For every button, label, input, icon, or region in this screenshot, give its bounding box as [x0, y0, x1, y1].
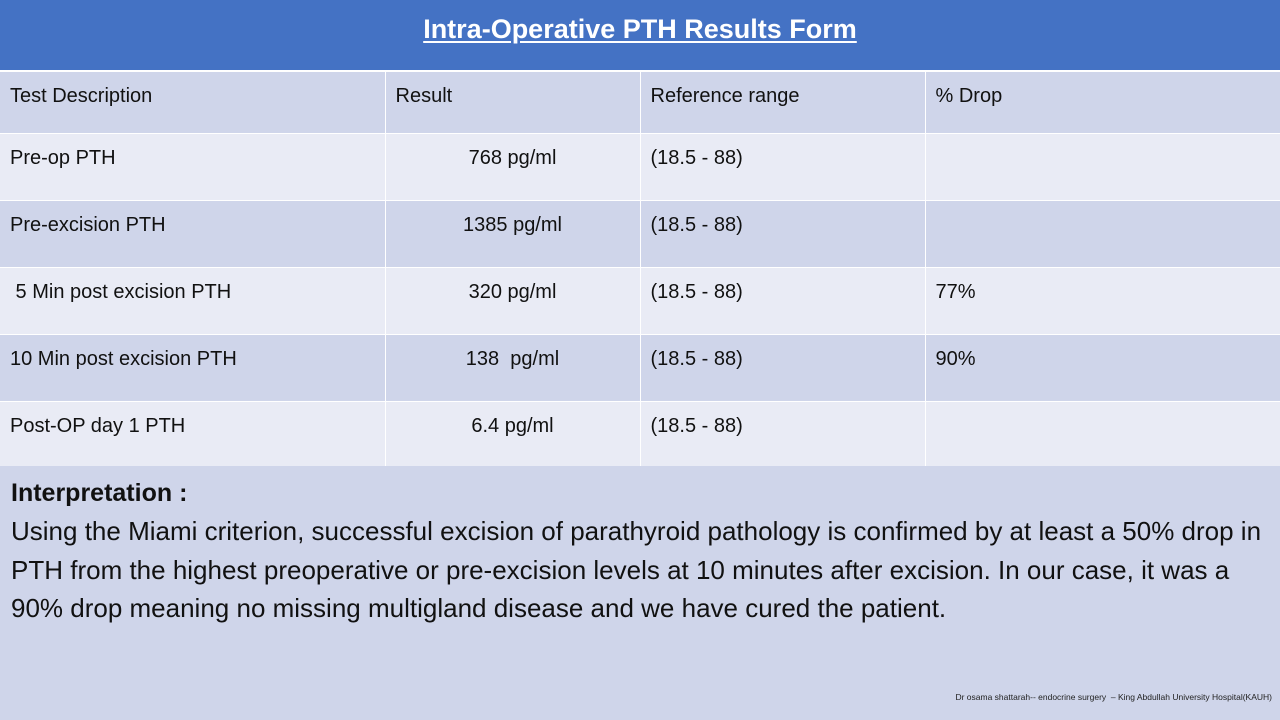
header-result: Result	[385, 72, 641, 134]
test-description-cell: Post-OP day 1 PTH	[0, 401, 386, 469]
percent-drop-cell	[925, 401, 1280, 469]
reference-range-cell: (18.5 - 88)	[640, 267, 926, 335]
percent-drop-cell: 90%	[925, 334, 1280, 402]
reference-range-cell: (18.5 - 88)	[640, 334, 926, 402]
header-percent-drop: % Drop	[925, 72, 1280, 134]
results-table: Test Description Result Reference range …	[0, 72, 1280, 469]
table-header-row: Test Description Result Reference range …	[0, 72, 1280, 134]
percent-drop-cell: 77%	[925, 267, 1280, 335]
reference-range-cell: (18.5 - 88)	[640, 200, 926, 268]
result-cell: 138 pg/ml	[385, 334, 641, 402]
header-reference-range: Reference range	[640, 72, 926, 134]
table-row: 5 Min post excision PTH 320 pg/ml (18.5 …	[0, 267, 1280, 335]
percent-drop-cell	[925, 133, 1280, 201]
form-title: Intra-Operative PTH Results Form	[423, 13, 857, 44]
test-description-cell: 5 Min post excision PTH	[0, 267, 386, 335]
result-cell: 320 pg/ml	[385, 267, 641, 335]
table-row: 10 Min post excision PTH 138 pg/ml (18.5…	[0, 334, 1280, 402]
interpretation-heading: Interpretation :	[11, 479, 188, 507]
result-cell: 6.4 pg/ml	[385, 401, 641, 469]
interpretation-box: Interpretation : Using the Miami criteri…	[0, 466, 1280, 720]
reference-range-cell: (18.5 - 88)	[640, 133, 926, 201]
interpretation-text: Using the Miami criterion, successful ex…	[11, 516, 1262, 623]
test-description-cell: 10 Min post excision PTH	[0, 334, 386, 402]
percent-drop-cell	[925, 200, 1280, 268]
title-bar: Intra-Operative PTH Results Form	[0, 0, 1280, 70]
test-description-cell: Pre-excision PTH	[0, 200, 386, 268]
test-description-cell: Pre-op PTH	[0, 133, 386, 201]
reference-range-cell: (18.5 - 88)	[640, 401, 926, 469]
table-row: Pre-excision PTH 1385 pg/ml (18.5 - 88)	[0, 200, 1280, 268]
table-row: Pre-op PTH 768 pg/ml (18.5 - 88)	[0, 133, 1280, 201]
table-row: Post-OP day 1 PTH 6.4 pg/ml (18.5 - 88)	[0, 401, 1280, 469]
result-cell: 768 pg/ml	[385, 133, 641, 201]
result-cell: 1385 pg/ml	[385, 200, 641, 268]
author-credit: Dr osama shattarah-- endocrine surgery –…	[955, 692, 1272, 702]
header-test-description: Test Description	[0, 72, 386, 134]
